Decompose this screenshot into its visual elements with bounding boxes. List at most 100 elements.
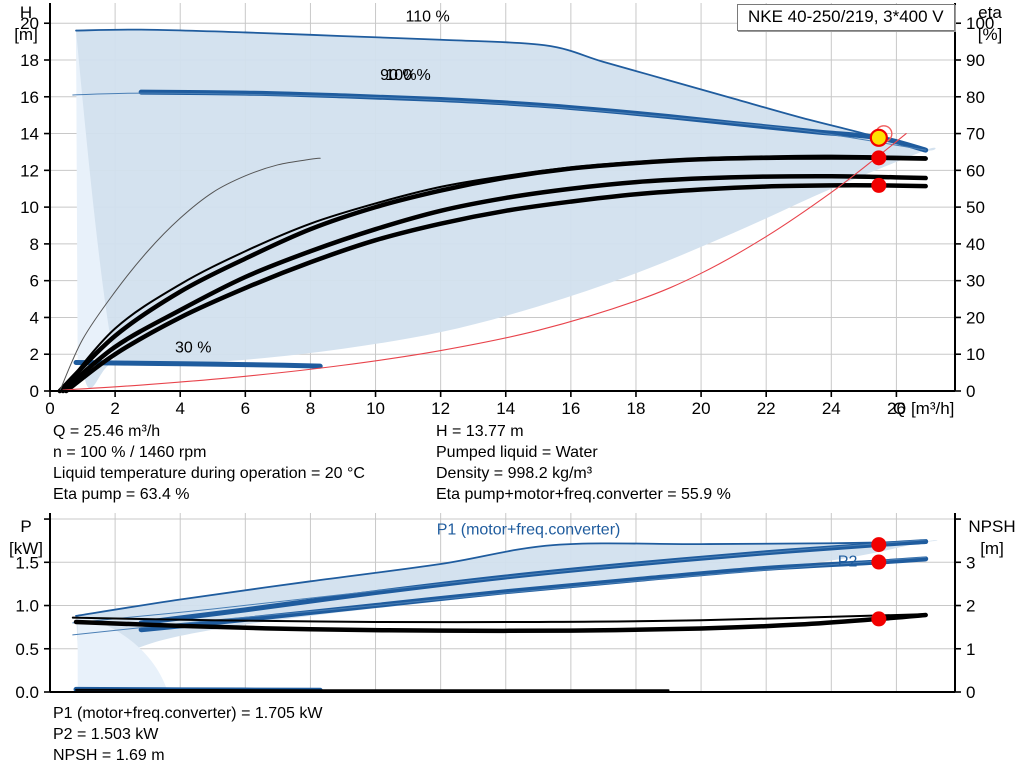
y2-axis-title: eta [978, 3, 1002, 22]
min-speed-band [77, 614, 168, 691]
y2-tick-label: 1 [966, 640, 975, 659]
x-tick-label: 10 [366, 399, 385, 418]
info-q: Q = 25.46 m³/h [53, 423, 161, 440]
info-p1: P1 (motor+freq.converter) = 1.705 kW [53, 705, 323, 722]
y2-tick-label: 40 [966, 235, 985, 254]
x-tick-label: 26 [887, 399, 906, 418]
y2-tick-label: 50 [966, 198, 985, 217]
x-tick-label: 4 [175, 399, 184, 418]
y-axis-unit: [kW] [9, 539, 43, 558]
x-tick-label: 14 [496, 399, 515, 418]
y-axis-unit: [m] [14, 25, 38, 44]
y2-tick-label: 100 [966, 14, 994, 33]
y2-axis-title: NPSH [968, 517, 1015, 536]
y-tick-label: 0.0 [15, 683, 39, 702]
curve-eta-pump-1 [57, 155, 928, 394]
x-tick-label: 18 [627, 399, 646, 418]
info-liquid-temperature: Liquid temperature during operation = 20… [53, 465, 365, 482]
y-tick-label: 1.0 [15, 597, 39, 616]
y2-tick-label: 90 [966, 51, 985, 70]
info-h: H = 13.77 m [436, 423, 524, 440]
curve-eta-small-speed [59, 157, 321, 392]
y2-tick-label: 0 [966, 683, 975, 702]
y-axis-title: H [20, 3, 32, 22]
curve-head-110 [75, 28, 927, 152]
x-axis-title: Q [m³/h] [893, 399, 954, 418]
info-density: Density = 998.2 kg/m³ [436, 465, 593, 482]
curve-head-90-thin [72, 92, 927, 151]
curve-head-30 [73, 360, 323, 369]
y-tick-label: 4 [30, 308, 39, 327]
x-tick-label: 24 [822, 399, 841, 418]
info-eta-pump: Eta pump = 63.4 % [53, 486, 190, 503]
curve-npsh-thin [71, 613, 927, 624]
y2-tick-label: 20 [966, 308, 985, 327]
info-eta-total: Eta pump+motor+freq.converter = 55.9 % [436, 486, 731, 503]
duty-point-npsh[interactable] [871, 611, 887, 627]
y2-tick-label: 3 [966, 553, 975, 572]
head-efficiency-svg: 0246810121416182001020304050607080901000… [14, 3, 1003, 418]
y-tick-label: 14 [20, 125, 39, 144]
y2-tick-label: 70 [966, 125, 985, 144]
x-tick-label: 6 [241, 399, 250, 418]
info-pumped-liquid: Pumped liquid = Water [436, 444, 598, 461]
curve-annotation: 90 % [380, 67, 416, 84]
curve-head-100 [138, 89, 929, 153]
operating-info-right: H = 13.77 m Pumped liquid = Water Densit… [436, 421, 731, 505]
power-info: P1 (motor+freq.converter) = 1.705 kW P2 … [53, 703, 322, 766]
y2-axis-unit: [%] [978, 25, 1003, 44]
x-tick-label: 8 [306, 399, 315, 418]
y-tick-label: 16 [20, 88, 39, 107]
x-tick-label: 0 [45, 399, 54, 418]
power-npsh-svg: 0.0 0.5 1.0 1.5 0 1 2 3 P [kW] NPSH [m] P1 (motor+fr… [9, 513, 1016, 702]
y-tick-label: 0 [30, 382, 39, 401]
curve-p-hair-1 [72, 539, 927, 624]
curve-eta-total [64, 183, 928, 394]
pump-model-title: NKE 40-250/219, 3*400 V [737, 4, 955, 31]
y2-tick-label: 2 [966, 597, 975, 616]
y2-tick-label: 30 [966, 272, 985, 291]
y-tick-label: 1.5 [15, 553, 39, 572]
x-tick-label: 16 [561, 399, 580, 418]
y2-tick-label: 80 [966, 88, 985, 107]
operating-info-left: Q = 25.46 m³/h n = 100 % / 1460 rpm Liqu… [53, 421, 365, 505]
y-tick-label: 8 [30, 235, 39, 254]
curve-npsh-curve [73, 612, 928, 634]
x-tick-label: 12 [431, 399, 450, 418]
y2-tick-label: 60 [966, 161, 985, 180]
curve-annotation: P1 (motor+freq.converter) [437, 522, 621, 539]
x-tick-label: 22 [757, 399, 776, 418]
curve-eta-pump-2 [60, 173, 928, 394]
curve-eta-thin-upper [60, 154, 927, 392]
info-p2: P2 = 1.503 kW [53, 726, 159, 743]
y-tick-label: 12 [20, 161, 39, 180]
curve-annotation: 30 % [175, 339, 211, 356]
y-tick-label: 2 [30, 345, 39, 364]
y-tick-label: 0.5 [15, 640, 39, 659]
y-tick-label: 6 [30, 272, 39, 291]
y2-axis-unit: [m] [980, 539, 1004, 558]
curve-annotation: 100 % [385, 67, 430, 84]
duty-point-p2[interactable] [871, 554, 887, 570]
head-efficiency-chart: 0 2 4 6 8 10 12 14 16 18 20 0 10 20 30 40 50 60 70 80 90 100 0… [14, 3, 1003, 418]
duty-point-head[interactable] [869, 128, 888, 147]
curve-annotation: P2 [838, 554, 858, 571]
min-speed-band [76, 30, 116, 364]
y-tick-label: 18 [20, 51, 39, 70]
info-npsh: NPSH = 1.69 m [53, 747, 165, 764]
curve-annotation: 110 % [406, 8, 450, 25]
duty-point-eta-pump[interactable] [871, 150, 887, 166]
x-tick-label: 20 [692, 399, 711, 418]
power-range-band [76, 540, 938, 686]
power-npsh-chart: 0.0 0.5 1.0 1.5 0 1 2 3 P [kW] NPSH [m] P1 (motor+fr… [0, 510, 1024, 705]
duty-point-eta-total[interactable] [871, 177, 887, 193]
info-speed: n = 100 % / 1460 rpm [53, 444, 207, 461]
duty-point-p1[interactable] [871, 537, 887, 553]
y2-tick-label: 10 [966, 345, 985, 364]
y-tick-label: 20 [20, 14, 39, 33]
x-tick-label: 2 [110, 399, 119, 418]
y-axis-title: P [20, 517, 31, 536]
y2-tick-label: 0 [966, 382, 975, 401]
y-tick-label: 10 [20, 198, 39, 217]
